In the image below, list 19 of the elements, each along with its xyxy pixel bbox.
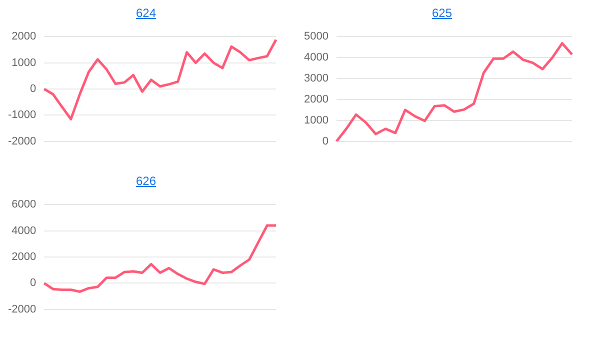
chart-title: 624: [134, 5, 158, 22]
y-tick-label: 2000: [12, 30, 36, 43]
chart-title: 625: [430, 5, 454, 22]
y-tick-label: 1000: [12, 56, 36, 69]
chart-title: 626: [134, 173, 158, 190]
y-tick-label: -2000: [8, 135, 36, 148]
y-tick-label: 2000: [12, 251, 36, 264]
y-tick-label: -2000: [8, 303, 36, 316]
y-tick-label: 0: [322, 135, 328, 148]
y-tick-label: 2000: [304, 94, 328, 106]
y-tick-label: -1000: [8, 109, 36, 122]
y-tick-label: 5000: [304, 30, 328, 43]
y-tick-label: 0: [30, 83, 36, 96]
y-tick-label: 1000: [304, 114, 328, 126]
y-tick-label: 4000: [304, 52, 328, 64]
y-tick-label: 4000: [12, 224, 36, 237]
y-tick-label: 6000: [12, 198, 36, 211]
y-tick-label: 0: [30, 277, 36, 290]
y-tick-label: 3000: [304, 72, 328, 85]
